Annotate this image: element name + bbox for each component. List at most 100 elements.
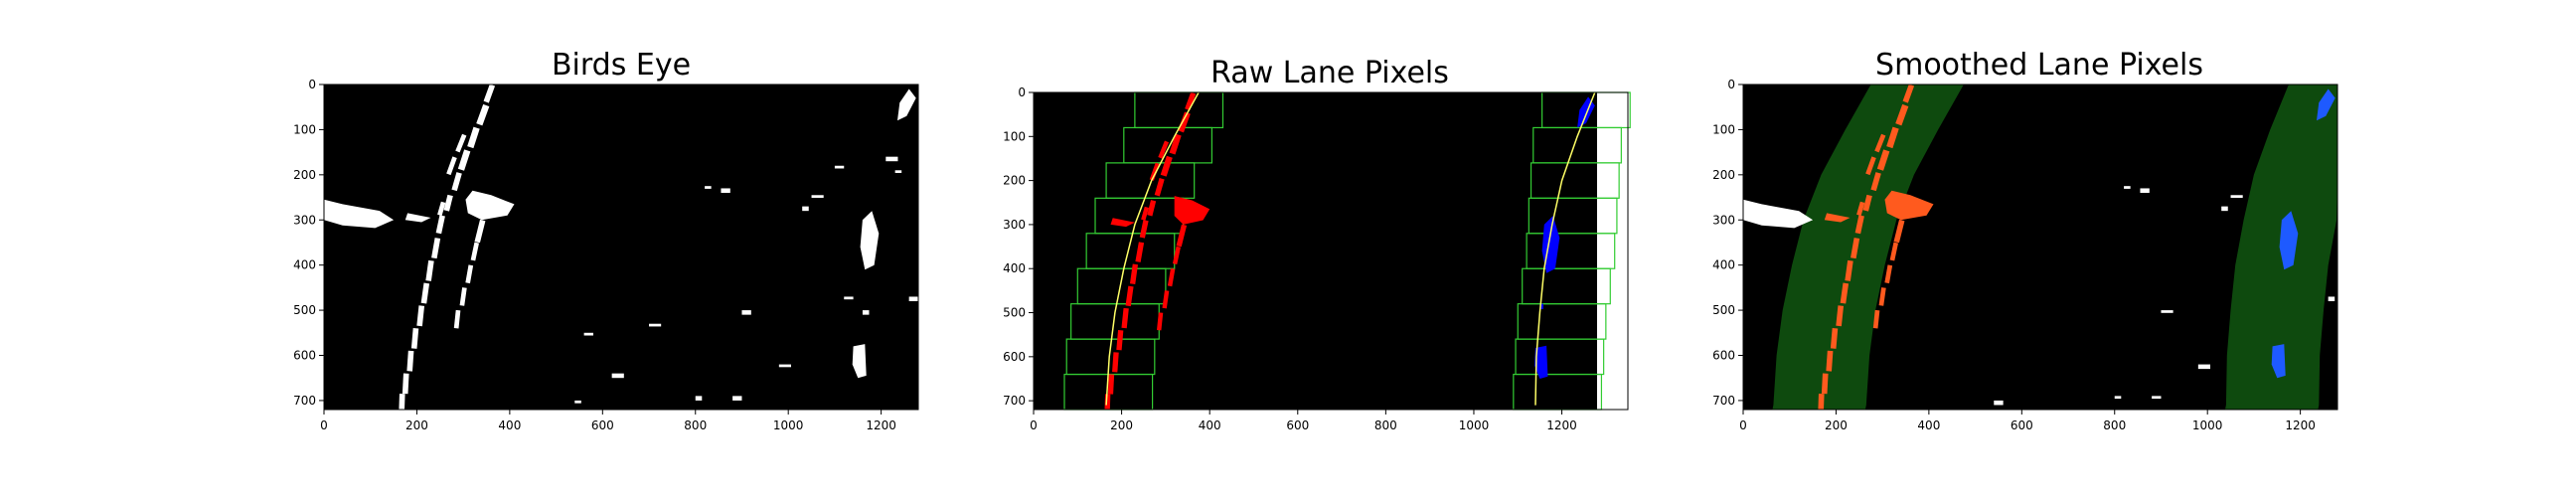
noise-speck: [886, 156, 898, 162]
left-lane-pixel: [1824, 213, 1851, 223]
y-tick-label: 700: [1712, 394, 1735, 408]
axes-frame: [323, 84, 919, 411]
lane-pixel: [467, 126, 480, 149]
left-lane-pixel: [1116, 330, 1124, 351]
left-lane-pixel: [1884, 190, 1934, 221]
left-lane-pixel: [1836, 305, 1845, 327]
lane-pixel: [451, 172, 462, 192]
left-lane-pixel: [1160, 155, 1173, 177]
lane-pixel: [465, 264, 474, 284]
x-tick-label: 800: [684, 418, 707, 432]
noise-speck: [2114, 396, 2122, 400]
left-lane-pixel: [1856, 201, 1865, 217]
left-lane-pixel: [1893, 219, 1905, 244]
left-lane-pixel: [1902, 84, 1915, 103]
noise-speck: [574, 400, 581, 404]
left-lane-pixel: [1851, 238, 1860, 259]
y-tick-label: 0: [308, 78, 316, 91]
y-tick-label: 400: [1003, 261, 1026, 275]
y-tick-label: 0: [1018, 85, 1026, 99]
noise-speck: [2152, 396, 2162, 400]
lane-pixel: [455, 133, 467, 153]
lane-pixel: [470, 242, 480, 261]
noise-speck: [894, 170, 902, 174]
lane-pixel: [476, 103, 490, 126]
right-fit-line: [1534, 91, 1596, 406]
y-tick-label: 500: [293, 303, 316, 317]
left-lane-pixel: [1878, 287, 1886, 306]
x-tick-label: 600: [591, 418, 614, 432]
left-lane-pixel: [1110, 218, 1135, 228]
lane-pixel: [410, 328, 419, 349]
left-lane-pixel: [1135, 242, 1145, 262]
lane-pixel: [474, 219, 486, 244]
left-lane-pixel: [1112, 352, 1119, 373]
lane-pixel: [406, 350, 414, 372]
y-tick-label: 0: [1727, 78, 1735, 91]
y-tick-label: 600: [1003, 350, 1026, 364]
left-lane-pixel: [1826, 350, 1834, 372]
x-tick-label: 0: [1030, 418, 1038, 432]
lane-pixel: [443, 194, 453, 212]
noise-blob: [465, 190, 515, 221]
noise-speck: [611, 373, 624, 379]
left-lane-pixel: [1889, 242, 1899, 261]
x-tick-label: 200: [1110, 418, 1133, 432]
y-tick-label: 300: [1003, 218, 1026, 232]
left-lane-pixel: [1862, 194, 1872, 212]
left-lane-pixel: [1178, 111, 1191, 133]
noise-speck: [802, 206, 809, 212]
y-tick-label: 600: [1712, 349, 1735, 363]
lane-pixel: [437, 201, 446, 217]
noise-blob: [404, 213, 431, 223]
right-lane-pixel: [2279, 211, 2299, 270]
y-tick-label: 700: [1003, 394, 1026, 408]
y-tick-label: 200: [293, 168, 316, 182]
left-lane-pixel: [1870, 172, 1881, 192]
x-tick-label: 400: [1199, 418, 1221, 432]
noise-speck: [778, 364, 791, 368]
y-tick-label: 600: [293, 349, 316, 363]
lane-pixel: [416, 305, 425, 327]
x-tick-label: 0: [320, 418, 328, 432]
left-lane-pixel: [1176, 224, 1188, 248]
y-tick-label: 400: [1712, 258, 1735, 272]
x-tick-label: 400: [498, 418, 521, 432]
left-lane-pixel: [1886, 126, 1899, 149]
left-lane-band: [1772, 84, 1964, 410]
lane-pixel: [453, 309, 461, 329]
left-lane-pixel: [1129, 263, 1139, 285]
y-tick-label: 100: [1712, 122, 1735, 136]
x-tick-label: 800: [2103, 418, 2126, 432]
left-lane-pixel: [1162, 290, 1170, 309]
noise-speck: [844, 296, 854, 300]
left-lane-pixel: [1141, 206, 1150, 221]
left-lane-pixel: [1147, 200, 1157, 217]
axes-frame: [1033, 91, 1629, 411]
right-lane-pixel: [1539, 303, 1543, 309]
lane-pixel: [399, 394, 405, 411]
x-tick-label: 400: [1917, 418, 1940, 432]
lane-pixel: [852, 344, 867, 379]
noise-speck: [834, 165, 845, 169]
noise-blob: [1743, 199, 1814, 229]
left-lane-pixel: [1854, 215, 1864, 235]
x-tick-label: 1200: [866, 418, 896, 432]
noise-speck: [2140, 188, 2150, 193]
left-lane-pixel: [1895, 103, 1909, 126]
lane-pixel: [897, 88, 916, 121]
left-lane-pixel: [1154, 178, 1165, 197]
lane-pixel: [420, 282, 430, 304]
noise-blob: [324, 199, 395, 229]
left-lane-pixel: [1157, 312, 1164, 331]
left-lane-pixel: [1840, 282, 1850, 304]
x-tick-label: 1000: [1459, 418, 1490, 432]
left-lane-pixel: [1139, 220, 1149, 239]
noise-speck: [732, 396, 742, 401]
left-lane-pixel: [1845, 259, 1853, 281]
left-fit-line: [1105, 91, 1200, 406]
lane-pixel: [457, 149, 471, 171]
noise-speck: [2161, 310, 2174, 313]
x-tick-label: 1000: [2192, 418, 2223, 432]
